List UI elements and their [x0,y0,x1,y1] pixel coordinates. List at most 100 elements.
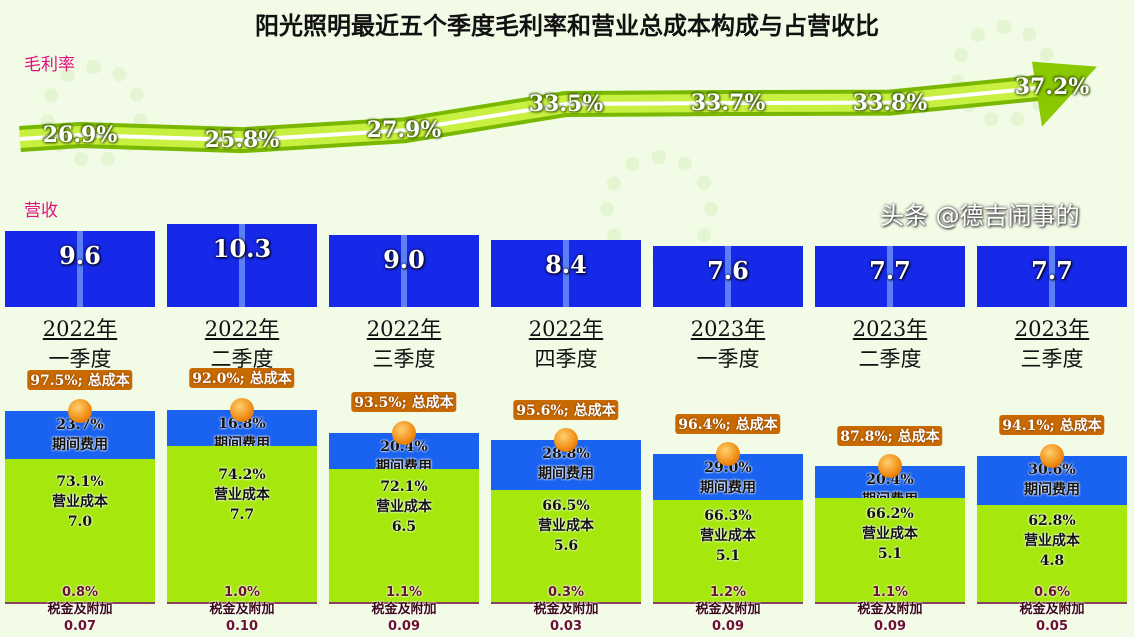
arrow-head [1032,61,1097,127]
watermark: 头条 @德吉闹事的 [880,202,1080,230]
expense-segment: 30.6% 期间费用 [977,444,1127,505]
cost-value: 5.1 [715,548,741,564]
chart-title: 阳光照明最近五个季度毛利率和营业总成本构成与占营收比 [255,11,879,40]
light-beam [725,246,731,307]
expense-label: 期间费用 [52,437,108,453]
cost-stack: 28.8% 期间费用 66.5% 营业成本 5.6 0.3% 税金及附加 0.0… [491,428,641,634]
expense-segment: 20.4% 期间费用 [815,454,965,508]
tax-label: 税金及附加 [695,602,761,617]
arrow-band [19,84,1053,143]
period-quarter: 二季度 [210,347,274,371]
tax-baseline [653,602,803,604]
period-label: 2023年 二季度 [815,314,965,374]
cost-stack: 20.4% 期间费用 66.2% 营业成本 5.1 1.1% 税金及附加 0.0… [815,454,965,634]
light-beam [563,240,569,307]
tax-label: 税金及附加 [47,602,113,617]
tax-label: 税金及附加 [533,602,599,617]
expense-segment: 23.7% 期间费用 [5,399,155,459]
total-cost-marker [878,454,902,478]
tax-baseline [977,602,1127,604]
tax-pct: 0.6% [1033,585,1071,600]
expense-pct: 30.6% [1028,462,1076,478]
revenue-value: 7.6 [707,256,749,285]
tax-pct: 1.2% [709,585,747,600]
total-cost-marker [230,398,254,422]
cost-label: 营业成本 [538,518,594,534]
tax-label: 税金及附加 [371,602,437,617]
tax-value: 0.07 [63,619,97,634]
tax-label: 税金及附加 [209,602,275,617]
cost-segment: 66.3% 营业成本 5.1 1.2% 税金及附加 0.09 [653,500,803,634]
total-cost-marker [554,428,578,452]
period-label: 2022年 四季度 [491,314,641,374]
cost-pct: 66.3% [704,508,752,524]
tax-value: 0.09 [387,619,421,634]
cost-segment: 73.1% 营业成本 7.0 0.8% 税金及附加 0.07 [5,459,155,634]
margin-trend-arrow [19,61,1097,154]
revenue-box: 7.7 [977,246,1127,307]
tax-baseline [167,602,317,604]
tax-baseline [815,602,965,604]
total-cost-pct: 93.5% [354,395,402,411]
cost-label: 营业成本 [376,498,432,515]
revenue-box: 10.3 [167,224,317,307]
total-cost-marker [68,399,92,423]
total-cost-label: 96.4%; 总成本 [675,414,781,434]
tax-segment: 1.2% 税金及附加 0.09 [653,584,803,635]
cost-stack: 29.0% 期间费用 66.3% 营业成本 5.1 1.2% 税金及附加 0.0… [653,442,803,634]
period-label: 2023年 一季度 [653,314,803,374]
cost-pct: 72.1% [380,478,428,495]
cost-stack: 20.4% 期间费用 72.1% 营业成本 6.5 1.1% 税金及附加 0.0… [329,421,479,634]
cost-pct: 66.2% [866,506,914,522]
revenue-section-label: 营收 [24,201,58,221]
revenue-box: 7.7 [815,246,965,307]
tax-pct: 1.0% [223,585,261,600]
total-cost-text: 总成本 [87,373,130,389]
period-label: 2022年 一季度 [5,314,155,374]
revenue-box: 9.6 [5,231,155,307]
gross-margin-label: 25.8% [204,127,280,154]
light-beam [239,224,245,307]
revenue-value: 7.7 [1031,256,1073,285]
tax-baseline [329,602,479,604]
tax-pct: 0.8% [61,585,99,600]
tax-segment: 1.0% 税金及附加 0.10 [167,584,317,635]
cost-value: 6.5 [391,518,417,535]
total-cost-pct: 92.0% [192,371,240,387]
tax-value: 0.09 [873,619,907,634]
total-cost-marker [1040,444,1064,468]
total-cost-text: 总成本 [735,417,778,433]
expense-label: 期间费用 [700,480,756,496]
period-year: 2022年 [366,317,442,341]
revenue-box: 7.6 [653,246,803,307]
expense-label: 期间费用 [1024,482,1080,498]
cost-segment: 66.5% 营业成本 5.6 0.3% 税金及附加 0.03 [491,490,641,634]
period-quarter: 一季度 [696,347,760,371]
expense-pct: 16.8% [218,416,266,432]
total-cost-marker [392,421,416,445]
tax-segment: 0.3% 税金及附加 0.03 [491,584,641,635]
tax-pct: 0.3% [547,585,585,600]
total-cost-label: 97.5%; 总成本 [27,370,133,390]
tax-value: 0.03 [549,619,583,634]
gross-margin-label: 33.7% [690,90,766,117]
total-cost-text: 总成本 [1059,418,1102,434]
tax-pct: 1.1% [385,585,423,600]
total-cost-label: 87.8%; 总成本 [837,426,943,446]
gross-margin-label: 26.9% [42,122,118,148]
tax-value: 0.10 [225,619,259,634]
tax-segment: 1.1% 税金及附加 0.09 [815,584,965,635]
revenue-value: 9.0 [383,245,425,274]
period-quarter: 一季度 [48,347,112,371]
revenue-box: 8.4 [491,240,641,307]
tax-label: 税金及附加 [857,602,923,617]
tax-pct: 1.1% [871,585,909,600]
total-cost-label: 93.5%; 总成本 [351,392,457,412]
cost-stack: 16.8% 期间费用 74.2% 营业成本 7.7 1.0% 税金及附加 0.1… [167,398,317,634]
period-year: 2022年 [528,317,604,341]
revenue-value: 8.4 [545,250,587,279]
margin-section-label: 毛利率 [24,55,75,75]
total-cost-pct: 95.6% [516,403,564,419]
expense-pct: 23.7% [56,417,104,433]
period-year: 2023年 [1014,317,1090,341]
